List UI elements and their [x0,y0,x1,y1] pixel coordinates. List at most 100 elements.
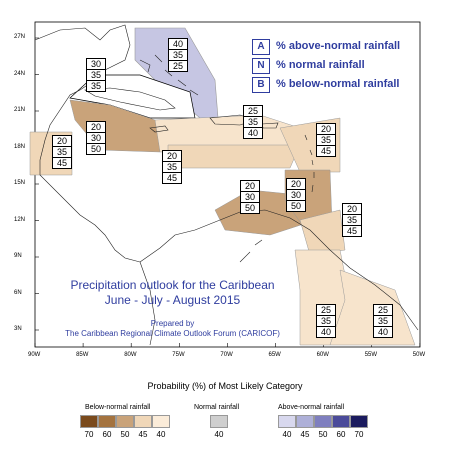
category-text-normal: % normal rainfall [276,59,365,71]
prob-stack-guyana: 25 35 40 [316,304,336,338]
longitude-ticks [34,343,421,347]
prob-stack-lesser-antilles-north: 20 35 45 [316,123,336,157]
prob-stack-abc-islands: 20 30 50 [240,180,260,214]
prob-above: 20 [317,124,335,135]
below-normal-swatch [152,415,170,428]
category-text-below: % below-normal rainfall [276,78,400,90]
below-normal-swatch [98,415,116,428]
prob-stack-lesser-antilles-south: 20 30 50 [286,178,306,212]
latitude-label: 27N [14,34,26,40]
prob-above: 25 [317,305,335,316]
prob-below: 40 [247,128,258,138]
prob-below: 35 [90,81,101,91]
below-normal-swatch [134,415,152,428]
prob-stack-central-america-north: 20 35 45 [52,135,72,169]
prob-normal: 35 [374,316,392,327]
longitude-label: 90W [28,352,41,358]
below-normal-swatch-label: 50 [120,430,130,439]
prob-above: 20 [163,151,181,162]
prob-stack-trinidad-tobago: 20 35 45 [342,203,362,237]
prob-normal: 35 [244,117,262,128]
prob-stack-cuba: 30 35 35 [86,58,106,92]
prob-normal: 30 [87,133,105,144]
below-normal-swatch-label: 70 [84,430,94,439]
latitude-label: 18N [14,143,26,150]
legend-title: Probability (%) of Most Likely Category [147,381,303,391]
longitude-label: 65W [268,352,281,358]
prob-normal: 35 [87,70,105,81]
prob-above: 30 [87,59,105,70]
below-normal-swatch-label: 45 [138,430,148,439]
region-trinidad-tobago [299,209,346,256]
prob-stack-caribbean-sea-central: 20 35 45 [162,150,182,184]
prob-normal: 35 [317,135,335,146]
normal-swatch-label: 40 [214,430,224,439]
prob-below: 45 [320,146,331,156]
prob-above: 25 [374,305,392,316]
latitude-label: 21N [14,107,26,113]
below-normal-swatch-label: 40 [156,430,166,439]
above-normal-swatch [332,415,350,428]
prob-above: 20 [241,181,259,192]
outlook-title-line1: Precipitation outlook for the Caribbean [70,278,275,292]
longitude-label: 55W [364,352,378,358]
above-normal-swatch [296,415,314,428]
latitude-label: 9N [14,253,22,259]
organization-label: The Caribbean Regional Climate Outlook F… [65,329,280,338]
prob-below: 50 [244,203,255,213]
latitude-ticks [35,37,39,331]
legend-below-title: Below-normal rainfall [85,404,151,411]
prob-normal: 35 [163,162,181,173]
below-normal-swatch-label: 60 [102,430,112,439]
longitude-label: 80W [124,352,137,358]
legend-above-title: Above-normal rainfall [278,404,345,411]
prob-normal: 30 [241,192,259,203]
prob-below: 25 [172,61,183,71]
region-suriname-french-guiana [329,269,416,346]
category-text-above: % above-normal rainfall [276,40,401,52]
prob-stack-jamaica-cayman: 20 30 50 [86,121,106,155]
prob-above: 20 [87,122,105,133]
longitude-label: 75W [172,352,185,358]
prob-above: 20 [287,179,305,190]
outlook-title-line2: June - July - August 2015 [104,293,241,307]
prob-normal: 35 [53,147,71,158]
longitude-label: 85W [76,352,89,358]
latitude-label: 3N [14,326,22,332]
above-normal-swatch-label: 70 [354,430,364,439]
prob-below: 50 [90,144,101,154]
prepared-by-label: Prepared by [150,319,195,328]
prob-below: 40 [377,327,388,337]
latitude-label: 6N [14,289,22,296]
prob-below: 45 [56,158,67,168]
above-normal-swatch [314,415,332,428]
category-code-above: A [252,39,270,55]
above-normal-swatch [350,415,368,428]
region-caribbean-sea-central [167,144,301,169]
prob-stack-greater-antilles-east: 25 35 40 [243,105,263,139]
prob-normal: 35 [169,50,187,61]
below-normal-swatch [80,415,98,428]
prob-below: 45 [346,226,357,236]
prob-above: 40 [169,39,187,50]
above-normal-swatch-label: 50 [318,430,328,439]
coastlines [34,24,419,346]
prob-normal: 30 [287,190,305,201]
prob-below: 50 [290,201,301,211]
above-normal-swatch-label: 45 [300,430,310,439]
latitude-label: 15N [14,180,26,186]
prob-stack-suriname-french-guiana: 25 35 40 [373,304,393,338]
legend-normal-title: Normal rainfall [194,404,240,411]
prob-below: 45 [166,173,177,183]
longitude-label: 60W [316,352,329,358]
above-normal-swatch-label: 60 [336,430,346,439]
latitude-label: 12N [14,216,26,223]
prob-above: 25 [244,106,262,117]
prob-above: 20 [53,136,71,147]
above-normal-swatch-label: 40 [282,430,292,439]
below-normal-swatch [116,415,134,428]
category-code-below: B [252,77,270,93]
above-normal-swatch [278,415,296,428]
normal-swatch [210,415,228,428]
